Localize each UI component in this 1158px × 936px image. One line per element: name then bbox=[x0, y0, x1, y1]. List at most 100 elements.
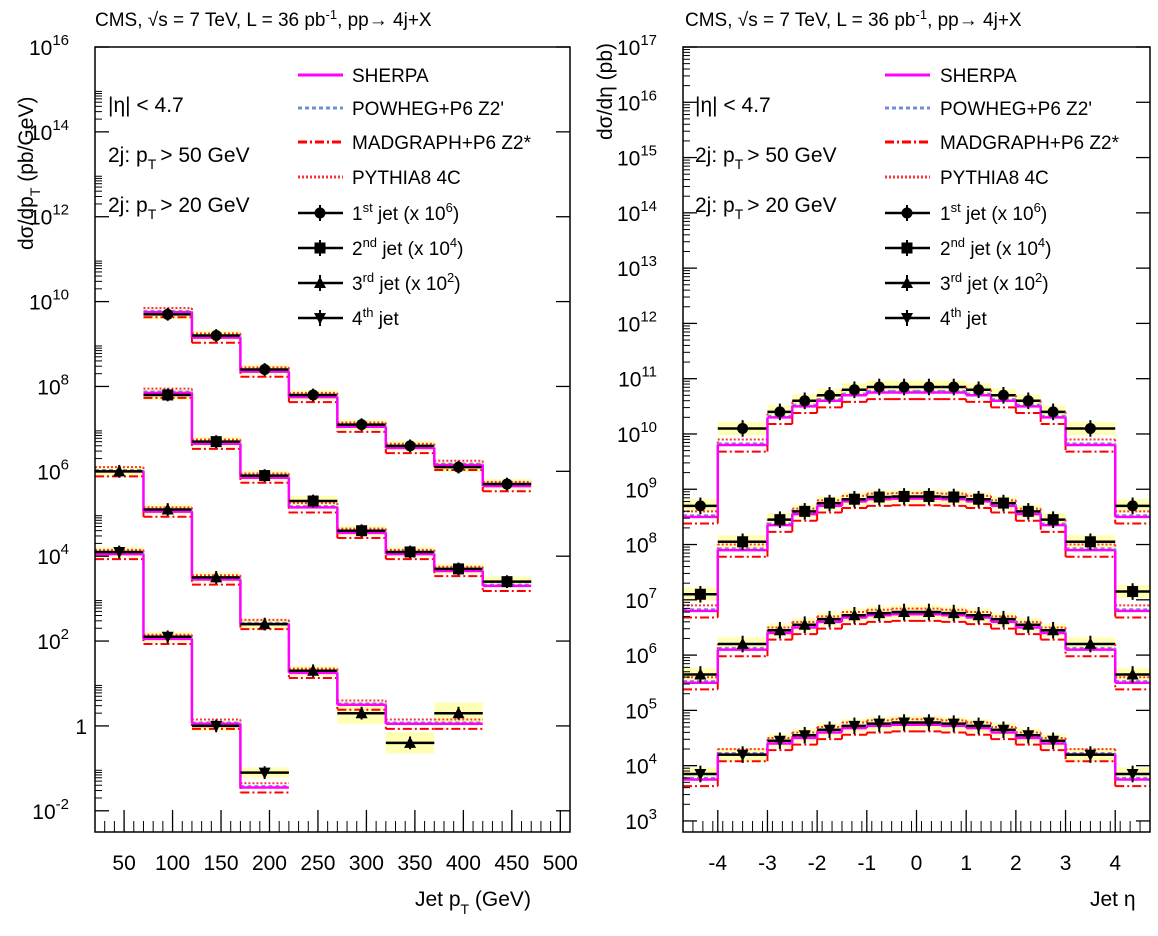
data-point bbox=[355, 706, 368, 719]
svg-text:dσ/dpT (pb/GeV): dσ/dpT (pb/GeV) bbox=[15, 97, 43, 250]
x-tick-label: 100 bbox=[155, 852, 190, 875]
data-point bbox=[948, 491, 960, 503]
series-3 bbox=[683, 603, 1150, 691]
data-point bbox=[1127, 586, 1139, 598]
data-point bbox=[210, 330, 222, 342]
data-point bbox=[799, 505, 811, 517]
svg-text:POWHEG+P6 Z2': POWHEG+P6 Z2' bbox=[940, 99, 1092, 120]
x-tick-label: 300 bbox=[349, 852, 384, 875]
svg-text:2j: pT> 50 GeV: 2j: pT > 50 GeV bbox=[695, 144, 837, 172]
data-point bbox=[1084, 637, 1097, 650]
data-point bbox=[453, 461, 465, 473]
data-point bbox=[694, 588, 706, 600]
legend-marker bbox=[901, 207, 913, 219]
svg-text:PYTHIA8 4C: PYTHIA8 4C bbox=[940, 168, 1049, 189]
left-panel-ylabel: dσ/dpT (pb/GeV) bbox=[15, 97, 43, 250]
y-tick-label: 1012 bbox=[617, 308, 657, 336]
left-plot: 1016 1014 1012 1010 108 106 104 102 1 10-2 50 100 15… bbox=[29, 32, 578, 875]
x-tick-label: 0 bbox=[911, 852, 923, 875]
data-point bbox=[162, 308, 174, 320]
right-panel-cuts: |η| < 4.7 2j: pT > 50 GeV 2j: pT > 20 GeV bbox=[695, 94, 837, 222]
left-panel-xlabel: Jet pT (GeV) bbox=[415, 888, 531, 917]
data-point bbox=[404, 546, 416, 558]
data-point bbox=[694, 667, 707, 680]
data-point bbox=[923, 490, 935, 502]
series-3 bbox=[95, 464, 483, 754]
y-tick-label: 102 bbox=[37, 626, 69, 654]
data-point bbox=[948, 381, 960, 393]
data-point bbox=[694, 768, 707, 781]
data-point bbox=[259, 363, 271, 375]
data-point bbox=[736, 637, 749, 650]
data-point bbox=[1022, 505, 1034, 517]
data-point bbox=[1084, 422, 1096, 434]
data-point bbox=[356, 525, 368, 537]
series-4 bbox=[95, 545, 289, 794]
legend-label: 1st jet (x 106) bbox=[352, 200, 459, 225]
data-point bbox=[1126, 768, 1139, 781]
data-point bbox=[259, 470, 271, 482]
data-point bbox=[737, 422, 749, 434]
data-point bbox=[873, 381, 885, 393]
legend-label: 4th jet bbox=[940, 305, 987, 330]
data-point bbox=[873, 491, 885, 503]
svg-text:dσ/dη (pb): dσ/dη (pb) bbox=[594, 43, 617, 140]
y-tick-label: 1013 bbox=[617, 253, 657, 281]
y-tick-label: 1011 bbox=[618, 364, 657, 392]
data-point bbox=[972, 720, 985, 733]
x-tick-label: -4 bbox=[708, 852, 727, 875]
data-point bbox=[898, 717, 911, 730]
data-point bbox=[997, 724, 1010, 737]
data-point bbox=[773, 623, 786, 636]
data-point bbox=[773, 735, 786, 748]
y-tick-label: 1010 bbox=[29, 287, 69, 315]
data-point bbox=[1022, 395, 1034, 407]
data-point bbox=[898, 381, 910, 393]
data-point bbox=[798, 618, 811, 630]
data-point bbox=[162, 389, 174, 401]
data-point bbox=[922, 605, 935, 617]
x-tick-label: 500 bbox=[543, 852, 578, 875]
svg-text:POWHEG+P6 Z2': POWHEG+P6 Z2' bbox=[352, 99, 504, 120]
data-point bbox=[973, 493, 985, 505]
data-point bbox=[823, 612, 836, 625]
legend-label: 4th jet bbox=[352, 305, 399, 330]
data-point bbox=[848, 608, 861, 621]
y-tick-label: 10-2 bbox=[32, 796, 69, 824]
legend-marker bbox=[314, 276, 326, 288]
x-tick-label: 150 bbox=[203, 852, 238, 875]
y-tick-label: 1 bbox=[75, 716, 87, 739]
data-point bbox=[1047, 514, 1059, 526]
data-point bbox=[210, 436, 222, 448]
svg-text:MADGRAPH+P6 Z2*: MADGRAPH+P6 Z2* bbox=[352, 133, 532, 154]
svg-text:2j: pT> 20 GeV: 2j: pT > 20 GeV bbox=[695, 194, 837, 222]
series-1 bbox=[143, 306, 532, 493]
legend-marker bbox=[901, 242, 913, 254]
y-tick-label: 104 bbox=[37, 541, 69, 569]
y-tick-label: 108 bbox=[37, 371, 69, 399]
data-point bbox=[307, 389, 319, 401]
y-tick-label: 108 bbox=[625, 530, 657, 558]
data-point bbox=[210, 570, 223, 583]
svg-text:SHERPA: SHERPA bbox=[940, 66, 1017, 87]
data-point bbox=[972, 608, 985, 621]
data-point bbox=[898, 490, 910, 502]
data-point bbox=[823, 724, 836, 737]
legend-label: 3rd jet (x 102) bbox=[352, 270, 461, 295]
data-point bbox=[307, 495, 319, 507]
y-tick-label: 105 bbox=[625, 695, 657, 723]
y-tick-label: 1015 bbox=[617, 143, 657, 171]
x-tick-label: 50 bbox=[112, 852, 135, 875]
y-tick-label: 1012 bbox=[29, 202, 69, 230]
data-point bbox=[873, 606, 886, 619]
x-tick-label: 3 bbox=[1060, 852, 1072, 875]
x-tick-label: 200 bbox=[252, 852, 287, 875]
data-point bbox=[210, 720, 223, 733]
x-tick-label: 400 bbox=[446, 852, 481, 875]
svg-text:2j: pT> 50 GeV: 2j: pT > 50 GeV bbox=[108, 144, 250, 172]
data-point bbox=[1047, 735, 1060, 748]
data-point bbox=[774, 406, 786, 418]
data-point bbox=[307, 664, 320, 676]
x-tick-label: -2 bbox=[808, 852, 827, 875]
